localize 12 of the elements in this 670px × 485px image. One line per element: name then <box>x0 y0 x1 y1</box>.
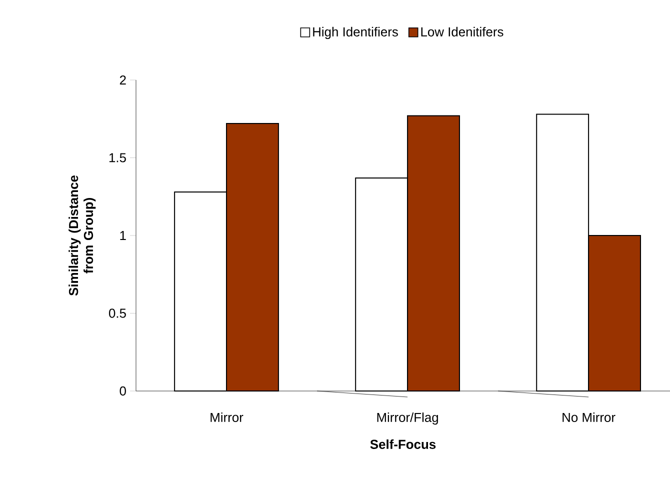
y-tick-label: 1.5 <box>109 153 126 162</box>
x-axis-title: Self-Focus <box>370 439 436 449</box>
y-tick-label: 0.5 <box>108 308 126 318</box>
y-axis-title: Similarity (Distance from Group) <box>68 175 96 296</box>
x-tick-label: No Mirror <box>562 412 616 422</box>
y-tick-label: 2 <box>120 75 126 85</box>
legend-label: High Identifiers <box>313 26 398 40</box>
y-tick-label: 1 <box>120 231 126 240</box>
x-tick-label: Mirror <box>210 412 244 422</box>
x-tick-label: Mirror/Flag <box>377 412 438 425</box>
legend-label: Low Idenitifers <box>421 26 504 36</box>
y-tick-label: 0 <box>120 386 126 396</box>
